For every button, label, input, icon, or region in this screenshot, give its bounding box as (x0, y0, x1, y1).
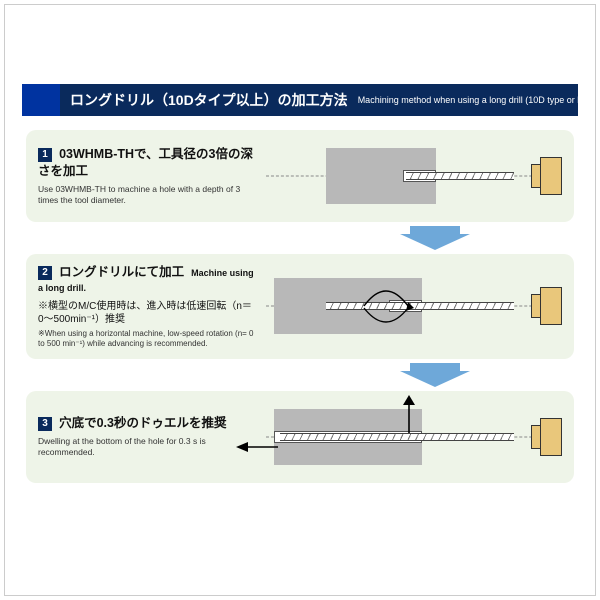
flow-arrow-icon (296, 361, 574, 387)
header-body: ロングドリル（10Dタイプ以上）の加工方法 Machining method w… (60, 84, 578, 116)
step-subtitle-en: Dwelling at the bottom of the hole for 0… (38, 436, 256, 458)
drill-bit (406, 172, 514, 180)
step-row: 2 ロングドリルにて加工 Machine using a long drill.… (26, 254, 574, 359)
step-title-jp: 穴底で0.3秒のドゥエルを推奨 (59, 416, 226, 430)
drill-flute (280, 434, 514, 440)
step-subtitle-en: Use 03WHMB-TH to machine a hole with a d… (38, 184, 256, 206)
steps-container: 1 03WHMB-THで、工具径の3倍の深さを加工 Use 03WHMB-TH … (26, 130, 574, 483)
step-text: 1 03WHMB-THで、工具径の3倍の深さを加工 Use 03WHMB-TH … (38, 146, 256, 206)
step-text: 3 穴底で0.3秒のドゥエルを推奨 Dwelling at the bottom… (38, 415, 256, 458)
step-row: 3 穴底で0.3秒のドゥエルを推奨 Dwelling at the bottom… (26, 391, 574, 483)
header-accent (22, 84, 60, 116)
feed-arrow-icon (236, 440, 280, 454)
step-badge: 1 (38, 148, 52, 162)
step-title-jp: 03WHMB-THで、工具径の3倍の深さを加工 (38, 147, 253, 178)
step-row: 1 03WHMB-THで、工具径の3倍の深さを加工 Use 03WHMB-TH … (26, 130, 574, 222)
step-illustration (266, 140, 562, 212)
header-title-jp: ロングドリル（10Dタイプ以上）の加工方法 (70, 90, 348, 110)
drill-bit (280, 433, 514, 441)
step-illustration (266, 270, 562, 342)
drill-chuck (531, 418, 562, 456)
step-title-jp: ロングドリルにて加工 (59, 265, 184, 279)
drill-chuck (531, 287, 562, 325)
lift-arrow-icon (400, 395, 418, 435)
step-illustration (266, 401, 562, 473)
flow-arrow-icon (296, 224, 574, 250)
drill-flute (406, 173, 514, 179)
step-note-jp: ※横型のM/C使用時は、進入時は低速回転（n＝0〜500min⁻¹）推奨 (38, 300, 256, 327)
drill-flute (326, 303, 514, 309)
drill-chuck (531, 157, 562, 195)
step-text: 2 ロングドリルにて加工 Machine using a long drill.… (38, 264, 256, 349)
rotation-arrow-icon (358, 278, 414, 334)
header-title-en: Machining method when using a long drill… (358, 95, 578, 105)
step-badge: 2 (38, 266, 52, 280)
step-note-en: ※When using a horizontal machine, low-sp… (38, 329, 256, 349)
drill-bit (326, 302, 514, 310)
step-badge: 3 (38, 417, 52, 431)
section-header: ロングドリル（10Dタイプ以上）の加工方法 Machining method w… (22, 84, 578, 116)
